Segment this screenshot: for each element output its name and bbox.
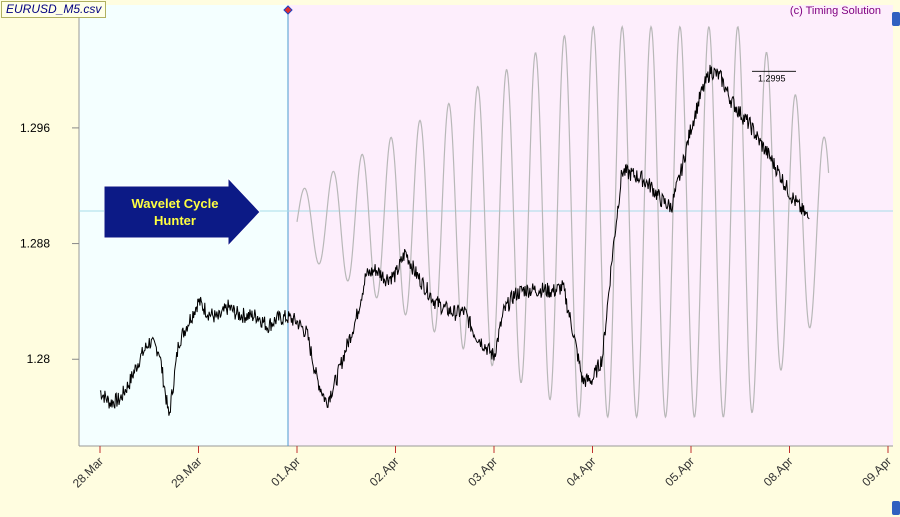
wavelet-callout: Wavelet Cycle Hunter: [103, 176, 261, 248]
x-tick-label: 02.Apr: [367, 454, 402, 489]
x-tick-label: 29.Mar: [168, 454, 204, 490]
wavelet-line: [296, 24, 830, 419]
scroll-down-icon[interactable]: [892, 501, 900, 515]
x-tick-label: 05.Apr: [662, 454, 697, 489]
file-label: EURUSD_M5.csv: [1, 1, 107, 18]
copyright-text: (c) Timing Solution: [789, 5, 881, 17]
arrow-shape-icon: [103, 176, 261, 248]
scroll-up-icon[interactable]: [892, 12, 900, 26]
x-tick-label: 28.Mar: [70, 454, 106, 490]
forecast-region: [288, 5, 893, 446]
y-tick-label: 1.28: [27, 352, 51, 366]
x-tick-label: 03.Apr: [465, 454, 500, 489]
x-tick-label: 04.Apr: [564, 454, 599, 489]
price-marker: 1.2995: [752, 70, 796, 83]
callout-label: Wavelet Cycle Hunter: [131, 196, 219, 228]
price-series: [99, 64, 810, 416]
wavelet-series: [296, 24, 830, 419]
y-tick-label: 1.288: [20, 237, 50, 251]
price-marker-label: 1.2995: [758, 73, 786, 83]
x-axis-ticks: 28.Mar 29.Mar 01.Apr 02.Apr 03.Apr 04.Apr 05.A…: [70, 446, 894, 491]
x-tick-label: 08.Apr: [761, 454, 796, 489]
y-axis-ticks: 1.28 1.288 1.296: [20, 121, 79, 366]
x-tick-label: 09.Apr: [859, 454, 894, 489]
x-tick-label: 01.Apr: [268, 454, 303, 489]
price-line: [99, 64, 810, 416]
y-tick-label: 1.296: [20, 121, 50, 135]
divider-handle[interactable]: [283, 5, 293, 15]
